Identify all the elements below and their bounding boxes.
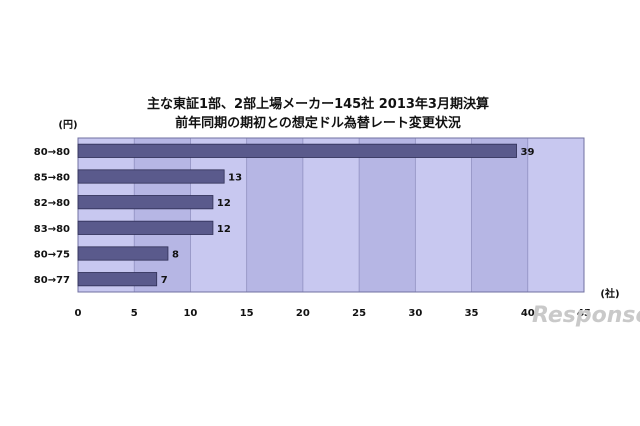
y-axis-unit-label: (円) — [58, 119, 77, 131]
bars-group: 39 80→80 13 85→80 12 82→80 12 83→80 8 80→75 7 80→77 — [34, 143, 535, 287]
x-tick-20: 20 — [296, 308, 310, 319]
plot-band — [359, 138, 416, 292]
x-tick-5: 5 — [131, 308, 138, 319]
grid-lines — [77, 137, 585, 293]
x-tick-25: 25 — [352, 308, 366, 319]
data-label-4: 8 — [172, 250, 179, 261]
category-label-5: 80→77 — [34, 275, 70, 286]
bar-1 — [77, 169, 225, 184]
data-label-5: 7 — [161, 275, 168, 286]
x-axis-unit-label: (社) — [600, 287, 619, 300]
data-label-3: 12 — [217, 224, 231, 235]
category-label-1: 85→80 — [34, 173, 70, 184]
category-label-2: 82→80 — [34, 198, 70, 209]
category-label-0: 80→80 — [34, 147, 70, 158]
x-tick-40: 40 — [521, 308, 535, 319]
plot-frame — [77, 137, 585, 293]
bar-5 — [77, 272, 158, 287]
x-tick-30: 30 — [408, 308, 422, 319]
x-tick-35: 35 — [465, 308, 479, 319]
x-tick-15: 15 — [240, 308, 254, 319]
data-label-0: 39 — [521, 147, 535, 158]
data-label-2: 12 — [217, 198, 231, 209]
chart-title: 主な東証1部、2部上場メーカー145社 2013年3月期決算 — [147, 96, 489, 112]
bar-0 — [77, 143, 517, 158]
plot-band — [246, 138, 303, 292]
category-label-4: 80→75 — [34, 250, 70, 261]
response-watermark: Response. — [532, 303, 640, 328]
data-label-1: 13 — [228, 173, 242, 184]
bar-3 — [77, 220, 214, 235]
chart-subtitle: 前年同期の期初との想定ドル為替レート変更状況 — [175, 115, 461, 131]
bar-4 — [77, 246, 169, 261]
x-tick-45: 45 — [577, 308, 591, 319]
plot-area — [77, 137, 585, 293]
x-tick-10: 10 — [183, 308, 197, 319]
plot-band — [471, 138, 528, 292]
plot-band — [134, 138, 191, 292]
x-tick-0: 0 — [75, 308, 82, 319]
x-tick-labels: 0 5 10 15 20 25 30 35 40 45 — [75, 308, 591, 319]
category-label-3: 83→80 — [34, 224, 70, 235]
bar-2 — [77, 195, 214, 210]
